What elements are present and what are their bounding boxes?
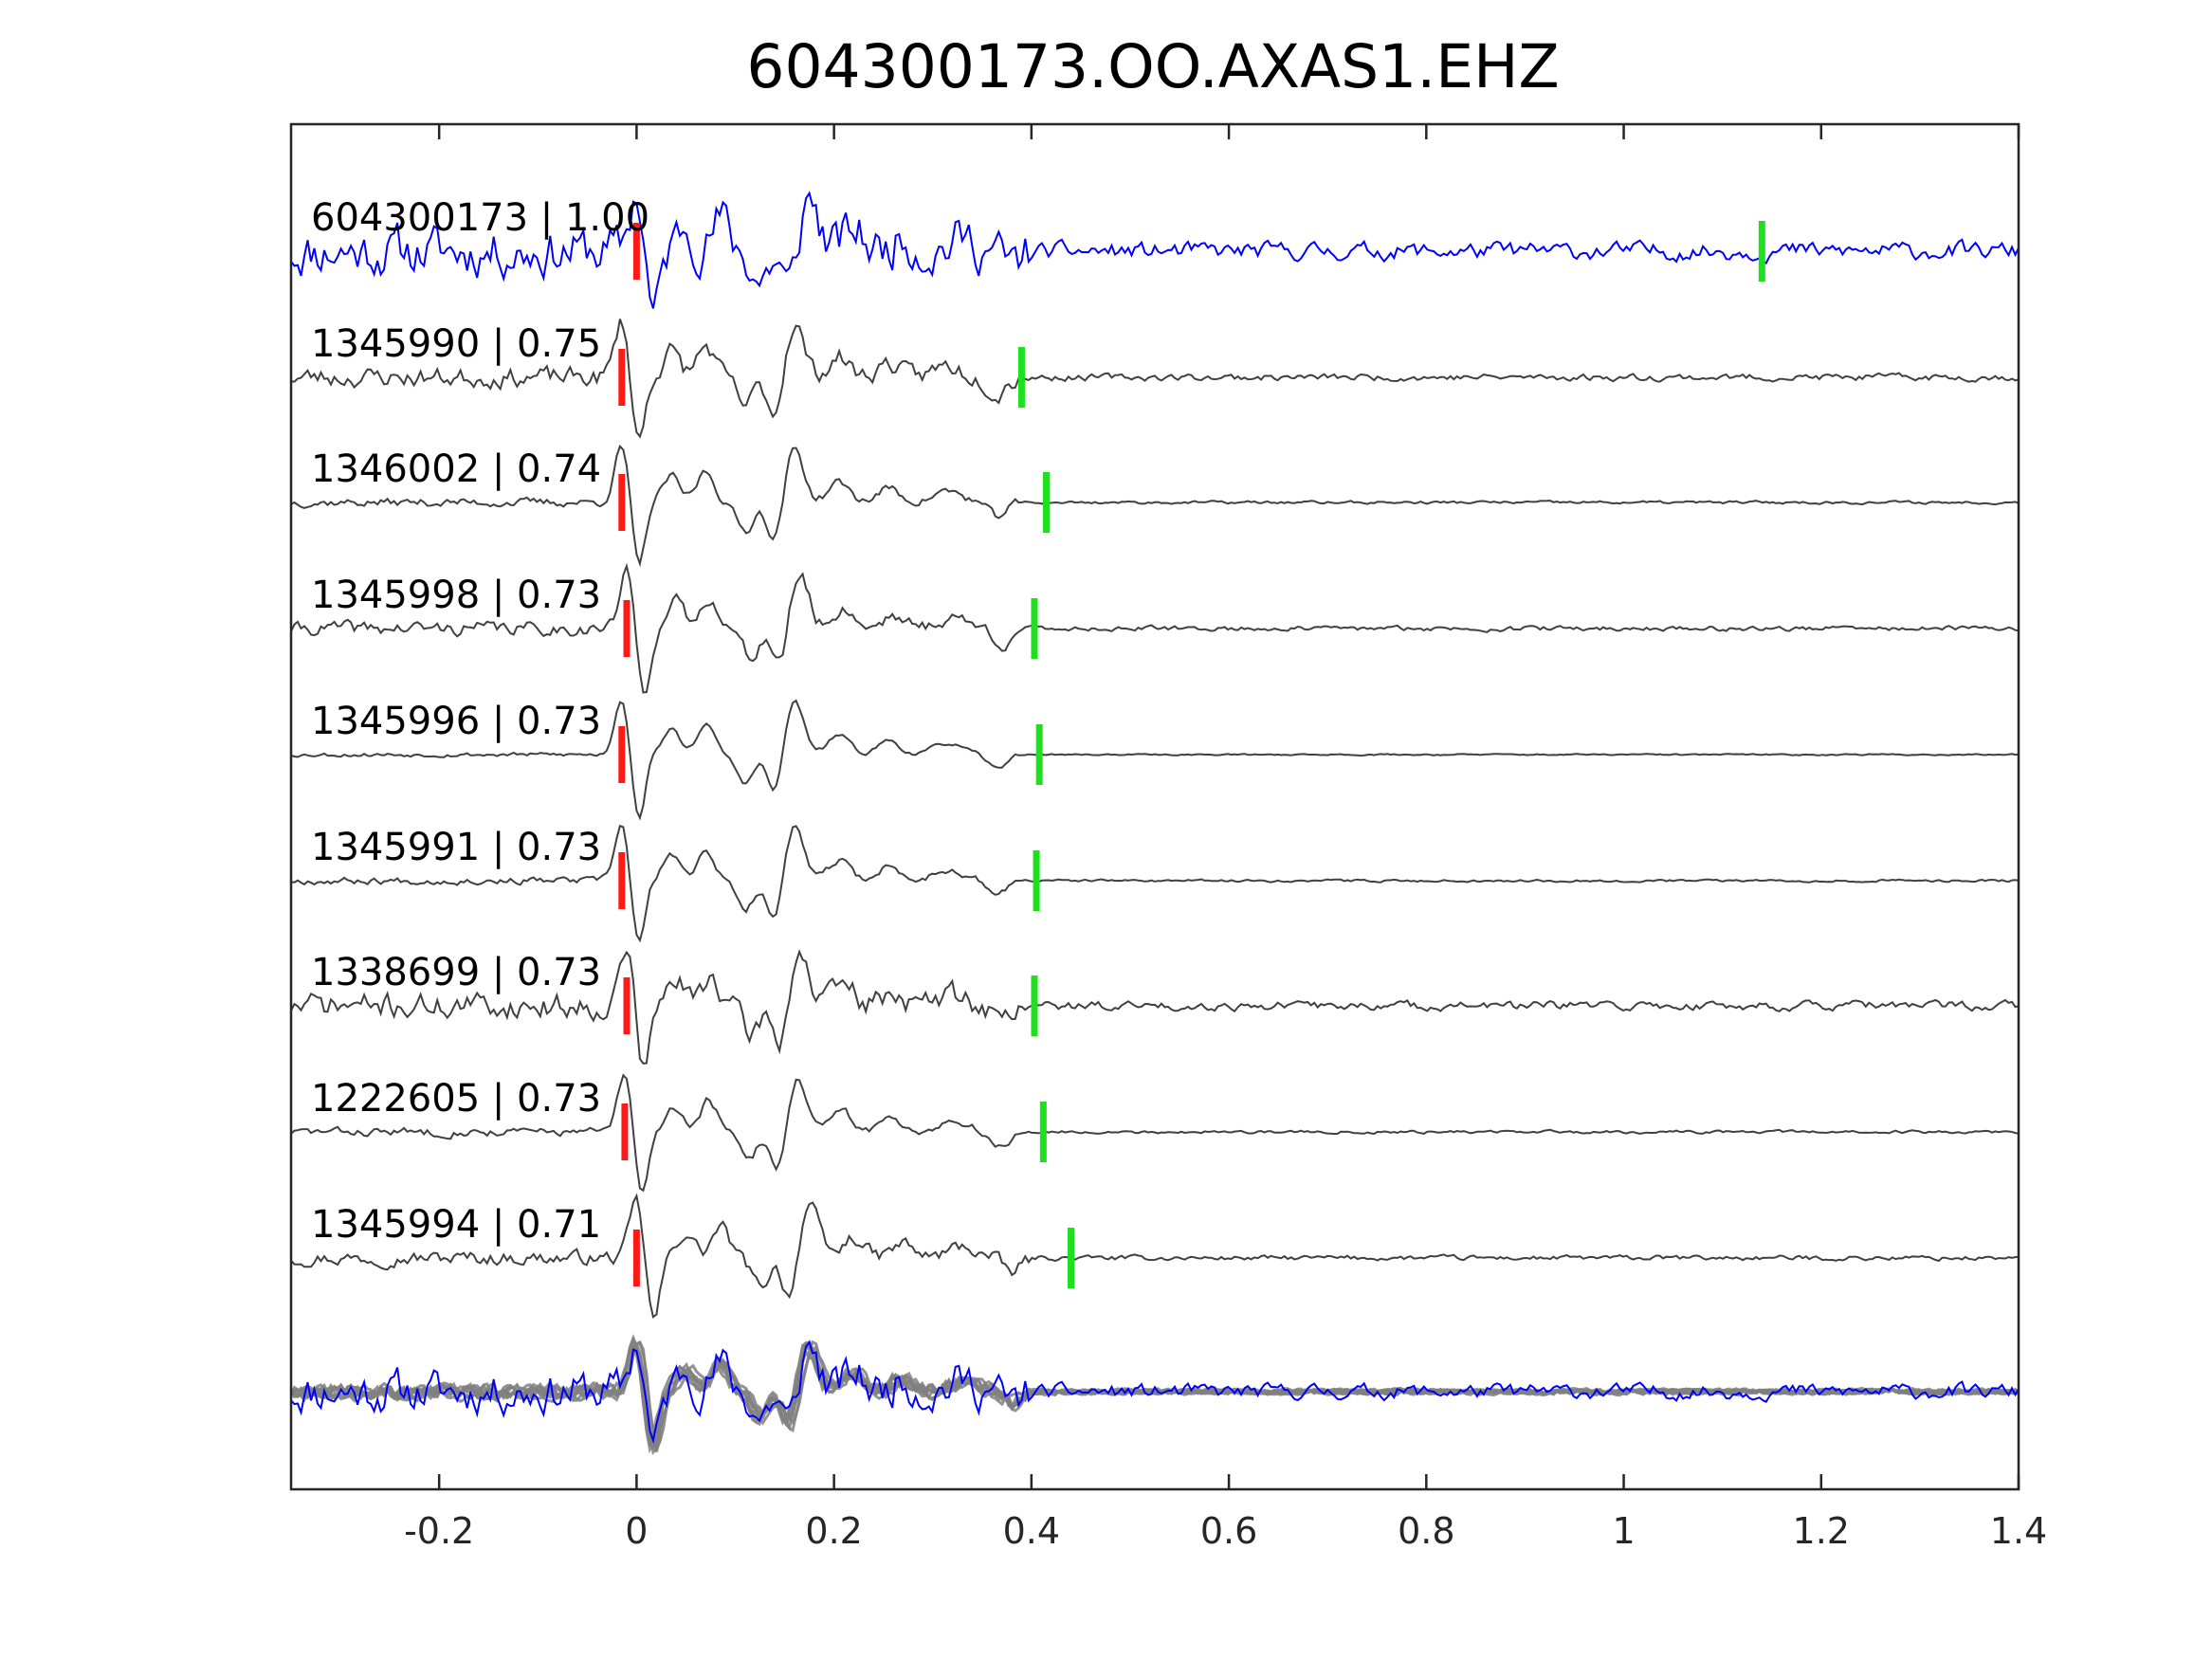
x-tick-label: -0.2 (404, 1510, 474, 1552)
stacked-master-trace (290, 1340, 2020, 1445)
trace-waveform (290, 191, 2020, 309)
trace-waveform (290, 1073, 2020, 1193)
trace-label: 1338699 | 0.73 (311, 951, 601, 994)
x-tick-label: 0.8 (1398, 1510, 1454, 1552)
plot-area: 604300173 | 1.00 1345990 | 0.75 1346002 | … (289, 191, 2020, 1455)
trace-waveform (290, 699, 2020, 821)
x-tick-label: 0 (625, 1510, 648, 1552)
x-tick-label: 0.4 (1003, 1510, 1060, 1552)
x-tick-label: 1.2 (1793, 1510, 1850, 1552)
trace-waveform (290, 824, 2020, 943)
trace-label: 1345998 | 0.73 (311, 574, 601, 617)
trace-waveform (290, 319, 2020, 439)
trace-label: 1345991 | 0.73 (311, 826, 601, 869)
trace-label: 1222605 | 0.73 (311, 1077, 601, 1121)
axes-box (289, 122, 2020, 1491)
chart-title: 604300173.OO.AXAS1.EHZ (746, 32, 1559, 101)
x-tick-label: 1.4 (1990, 1510, 2047, 1552)
x-tick-label: 1 (1612, 1510, 1635, 1552)
trace-label: 1345994 | 0.71 (311, 1203, 601, 1247)
x-axis: -0.2 0 0.2 0.4 0.6 0.8 1 1.2 1.4 (404, 124, 2047, 1552)
trace-waveform (290, 1193, 2020, 1319)
stacked-trace (290, 1341, 2019, 1455)
trace-label: 1345990 | 0.75 (311, 322, 601, 366)
x-tick-label: 0.2 (805, 1510, 862, 1552)
x-tick-label: 0.6 (1200, 1510, 1257, 1552)
trace-waveform (290, 562, 2020, 694)
trace-label: 1345996 | 0.73 (311, 700, 601, 743)
trace-waveform (290, 949, 2020, 1065)
trace-label: 1346002 | 0.74 (311, 447, 601, 491)
trace-label: 604300173 | 1.00 (311, 196, 649, 240)
trace-waveform (290, 444, 2020, 568)
